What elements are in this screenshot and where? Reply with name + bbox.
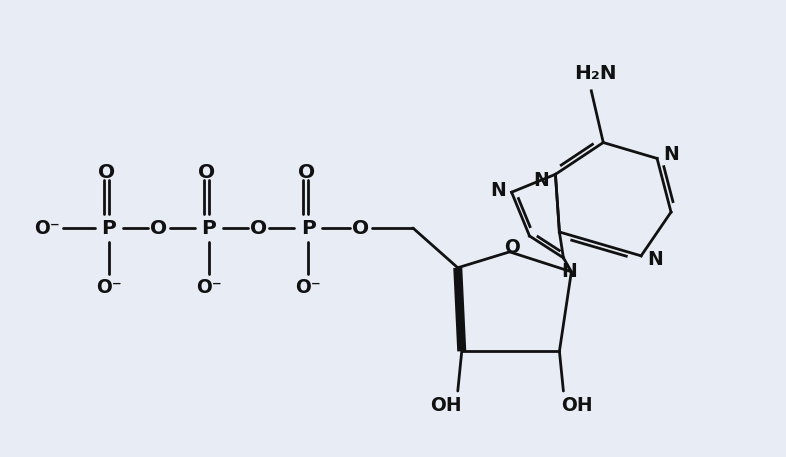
Text: N: N xyxy=(534,171,549,190)
Text: O: O xyxy=(352,218,369,238)
Text: P: P xyxy=(101,218,116,238)
Text: O⁻: O⁻ xyxy=(296,278,321,297)
Text: O: O xyxy=(298,163,315,182)
Text: O: O xyxy=(250,218,267,238)
Text: N: N xyxy=(561,262,577,281)
Text: O: O xyxy=(504,239,520,257)
Text: OH: OH xyxy=(430,396,461,415)
Text: O⁻: O⁻ xyxy=(96,278,122,297)
Text: O⁻: O⁻ xyxy=(35,218,60,238)
Text: O: O xyxy=(150,218,167,238)
Text: O: O xyxy=(98,163,116,182)
Text: P: P xyxy=(301,218,316,238)
Text: OH: OH xyxy=(561,396,593,415)
Text: O: O xyxy=(198,163,215,182)
Text: H₂N: H₂N xyxy=(574,64,616,84)
Text: N: N xyxy=(647,250,663,269)
Text: N: N xyxy=(663,145,679,164)
Text: O⁻: O⁻ xyxy=(196,278,222,297)
Text: P: P xyxy=(201,218,216,238)
Text: N: N xyxy=(490,181,505,200)
